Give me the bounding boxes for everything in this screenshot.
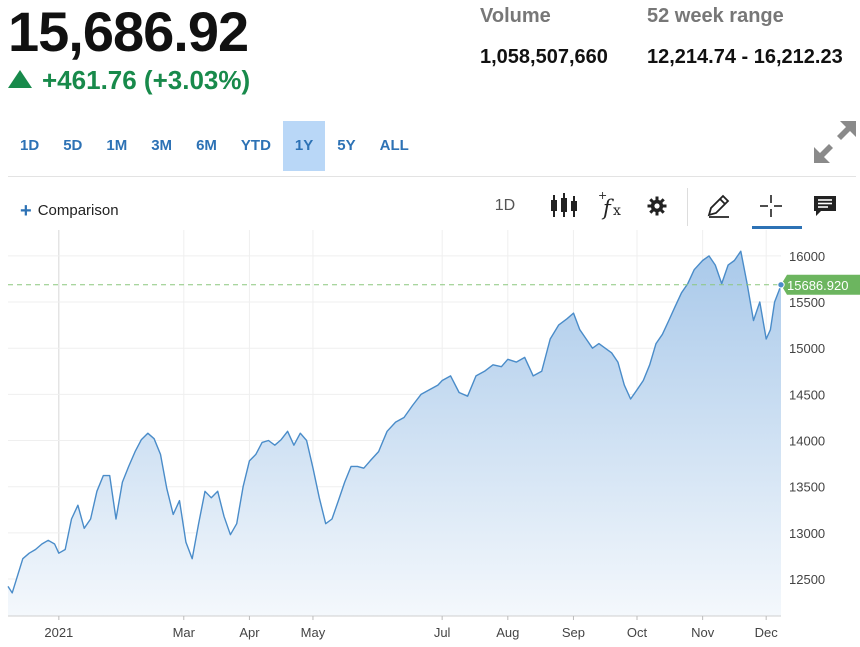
last-price: 15,686.92 [8, 0, 249, 63]
x-tick-label-sep: Sep [562, 625, 585, 640]
range-tab-5y[interactable]: 5Y [337, 137, 356, 154]
range-tab-6m[interactable]: 6M [196, 137, 217, 154]
x-tick-label-mar: Mar [173, 625, 196, 640]
price-chart[interactable]: 12500 13000 13500 14000 14500 15000 15500 16000… [0, 230, 860, 647]
x-tick-label-apr: Apr [239, 625, 260, 640]
function-fx-icon[interactable]: + f x [596, 190, 626, 222]
x-tick-label-dec: Dec [755, 625, 779, 640]
crosshair-active-indicator [752, 226, 802, 229]
svg-text:+: + [598, 191, 607, 202]
x-tick-label-jul: Jul [434, 625, 451, 640]
toolbar-divider [8, 176, 856, 177]
range-tab-3m[interactable]: 3M [151, 137, 173, 154]
candlestick-icon[interactable] [548, 190, 580, 222]
svg-text:x: x [613, 203, 621, 219]
expand-icon[interactable] [814, 121, 856, 163]
pencil-icon[interactable] [704, 190, 732, 222]
current-price-label: 15686.920 [781, 274, 860, 295]
x-tick-label-nov: Nov [691, 625, 715, 640]
price-change-text: +461.76 (+3.03%) [42, 65, 251, 95]
gear-icon[interactable] [644, 190, 670, 222]
y-tick-label-13000: 13000 [789, 526, 825, 541]
price-area [8, 251, 781, 616]
range-tab-1d[interactable]: 1D [20, 137, 40, 154]
range-tab-ytd[interactable]: YTD [240, 137, 271, 154]
price-line [7, 250, 782, 594]
price-change: +461.76 (+3.03%) [8, 63, 250, 97]
y-tick-label-16000: 16000 [789, 249, 825, 264]
range-tabs: 1D 5D 1M 3M 6M YTD 1Y 5Y ALL [8, 121, 421, 171]
range-tab-1y[interactable]: 1Y [282, 121, 326, 171]
range-tab-all[interactable]: ALL [379, 137, 409, 154]
week-range-label: 52 week range [647, 5, 784, 27]
toolbar-separator [687, 188, 688, 226]
range-tab-5d[interactable]: 5D [63, 137, 83, 154]
x-tick-label-2021: 2021 [44, 625, 73, 640]
comment-icon[interactable] [812, 190, 838, 222]
current-price-marker [777, 281, 785, 289]
current-price-value: 15686.920 [787, 278, 848, 293]
range-tab-1m[interactable]: 1M [106, 137, 128, 154]
x-tick-label-oct: Oct [627, 625, 648, 640]
interval-button[interactable]: 1D [494, 197, 516, 214]
comparison-button[interactable]: + Comparison [20, 200, 119, 223]
volume-value: 1,058,507,660 [480, 46, 608, 68]
y-tick-label-15500: 15500 [789, 295, 825, 310]
y-tick-label-13500: 13500 [789, 480, 825, 495]
svg-text:f: f [601, 196, 614, 220]
x-tick-label-may: May [301, 625, 326, 640]
comparison-label: Comparison [37, 202, 119, 219]
y-tick-label-14500: 14500 [789, 387, 825, 402]
up-triangle-icon [8, 70, 32, 88]
plus-icon: + [20, 200, 32, 222]
y-tick-label-14000: 14000 [789, 434, 825, 449]
y-tick-label-15000: 15000 [789, 341, 825, 356]
x-tick-label-aug: Aug [496, 625, 519, 640]
week-range-value: 12,214.74 - 16,212.23 [647, 46, 843, 68]
volume-label: Volume [480, 5, 551, 27]
crosshair-icon[interactable] [758, 190, 784, 222]
y-tick-label-12500: 12500 [789, 572, 825, 587]
